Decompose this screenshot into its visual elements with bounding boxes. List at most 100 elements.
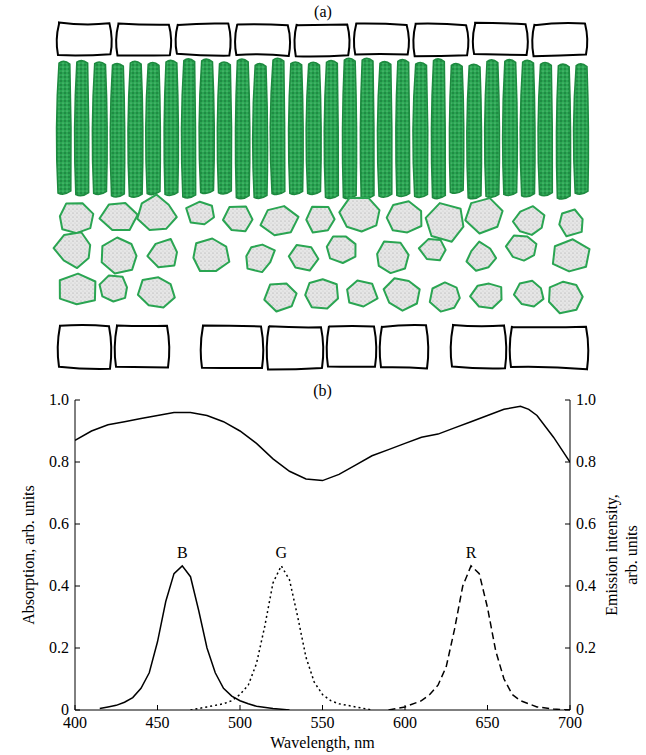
spongy-cell (60, 203, 93, 233)
x-tick-label: 600 (393, 714, 417, 731)
series-label: R (466, 544, 477, 561)
chart-title: (b) (313, 382, 332, 400)
spongy-cell (347, 281, 378, 307)
y2-tick-label: 0.4 (576, 577, 596, 594)
upper-epidermis-cell (57, 23, 112, 56)
x-tick (75, 705, 76, 710)
x-tick (240, 705, 241, 710)
spongy-cell (264, 284, 296, 312)
spongy-cell (60, 274, 96, 305)
upper-epidermis-cell (176, 23, 231, 55)
y-tick (75, 648, 80, 649)
y-tick (75, 400, 80, 401)
y2-tick (565, 586, 570, 587)
series-line (191, 566, 373, 710)
y2-tick-label: 0.6 (576, 515, 596, 532)
palisade-cell (538, 63, 552, 196)
lower-epidermis-cell (267, 326, 324, 369)
palisade-cell (360, 58, 374, 198)
upper-epidermis-cell (413, 24, 468, 57)
spongy-cell (339, 198, 379, 232)
series-label: G (275, 544, 287, 561)
spongy-cell (467, 242, 497, 271)
palisade-cell (306, 62, 321, 194)
spongy-cell (384, 278, 420, 311)
spongy-cell (246, 245, 274, 273)
lower-epidermis-cell (510, 326, 589, 369)
palisade-cell (75, 60, 89, 195)
palisade-cell (467, 64, 482, 199)
palisade-cell (128, 61, 143, 197)
figure: (a)(b)40045050055060065070000.20.40.60.8… (0, 0, 646, 755)
y2-tick (565, 524, 570, 525)
palisade-cell (324, 60, 338, 198)
spongy-cell (138, 277, 175, 307)
spongy-cell (137, 195, 177, 231)
upper-epidermis-cell (532, 23, 587, 56)
y2-tick-label: 1.0 (576, 391, 596, 408)
palisade-cell (164, 60, 178, 195)
spongy-cell (306, 207, 334, 233)
lower-epidermis-cell (327, 326, 377, 367)
y2-axis-title: Emission intensity, (603, 494, 621, 616)
x-tick (157, 705, 158, 710)
y2-tick (565, 400, 570, 401)
palisade-cell (289, 62, 304, 195)
spongy-cell (513, 206, 545, 235)
palisade-cell (520, 60, 535, 197)
y2-tick-label: 0 (576, 701, 584, 718)
y-tick (75, 586, 80, 587)
y-tick-label: 0.2 (49, 639, 69, 656)
spongy-cell (305, 279, 338, 308)
palisade-cell (217, 62, 231, 194)
palisade-cell (181, 59, 195, 198)
palisade-cell (270, 58, 285, 194)
lower-epidermis-cell (115, 325, 170, 367)
y-tick (75, 710, 80, 711)
y-tick (75, 524, 80, 525)
x-axis-title: Wavelength, nm (270, 734, 375, 752)
spongy-cell (514, 281, 544, 307)
y-tick-label: 1.0 (49, 391, 69, 408)
spongy-cell (223, 206, 253, 231)
x-tick-label: 450 (146, 714, 170, 731)
upper-epidermis-cell (473, 23, 528, 55)
y-axis-line (75, 400, 76, 710)
palisade-cell (377, 62, 392, 198)
y-tick-label: 0 (61, 701, 69, 718)
x-tick-label: 650 (476, 714, 500, 731)
palisade-cell (57, 61, 72, 194)
y2-tick (565, 648, 570, 649)
x-tick-label: 550 (311, 714, 335, 731)
spongy-cell (549, 282, 583, 314)
lower-epidermis-cell (451, 325, 507, 369)
y-axis-title: Absorption, arb. units (20, 485, 38, 625)
spongy-cell (261, 206, 299, 235)
spongy-cell (419, 239, 446, 260)
spongy-cell (102, 238, 137, 274)
upper-epidermis-cell (116, 23, 171, 55)
spongy-cell (559, 210, 582, 237)
palisade-cell (396, 59, 410, 196)
y-tick (75, 462, 80, 463)
spongy-cell (465, 198, 502, 233)
spongy-cell (506, 236, 537, 261)
upper-epidermis-cell (294, 24, 349, 56)
palisade-cell (199, 59, 214, 193)
x-tick (322, 705, 323, 710)
palisade-cell (413, 62, 428, 197)
x-tick (487, 705, 488, 710)
spongy-cell (377, 242, 409, 274)
spongy-cell (193, 239, 229, 272)
y2-tick-label: 0.8 (576, 453, 596, 470)
spongy-cell (100, 203, 138, 230)
palisade-cell (431, 59, 445, 199)
palisade-cell (556, 64, 570, 199)
palisade-cell (110, 63, 125, 197)
spongy-cell (387, 201, 422, 232)
y2-axis-title: arb. units (623, 525, 640, 585)
palisade-cell (92, 62, 107, 195)
spongy-cell (186, 202, 214, 225)
y-tick-label: 0.4 (49, 577, 69, 594)
y-tick-label: 0.6 (49, 515, 69, 532)
